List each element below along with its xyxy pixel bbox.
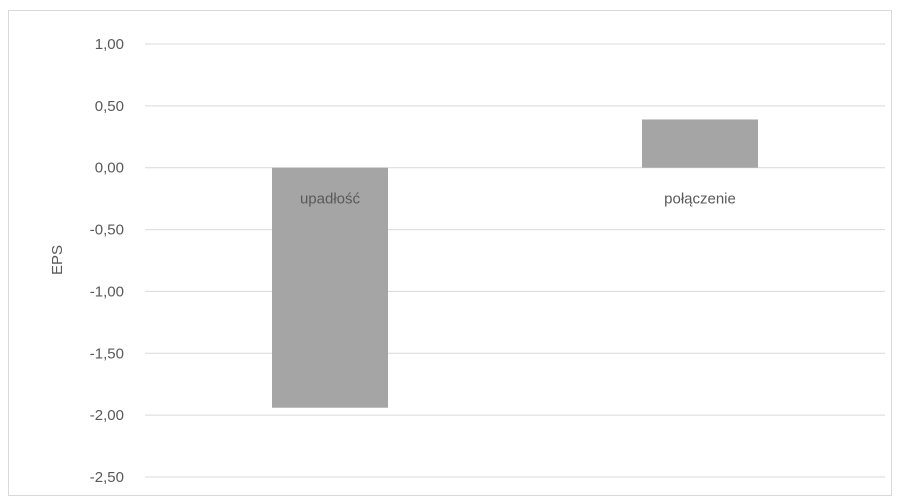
y-tick-labels: 1,00 0,50 0,00 -0,50 -1,00 -1,50 -2,00 -2,50 — [90, 36, 124, 486]
y-tick-label: -0,50 — [90, 222, 124, 239]
y-axis-title: EPS — [49, 245, 66, 275]
y-tick-label: 1,00 — [95, 36, 124, 53]
category-label-0: upadłość — [300, 191, 361, 208]
bar-1 — [642, 119, 758, 168]
gridlines — [145, 43, 885, 478]
y-tick-label: -1,50 — [90, 345, 124, 362]
category-label-1: połączenie — [664, 191, 736, 208]
y-tick-label: -2,50 — [90, 469, 124, 486]
y-tick-label: 0,50 — [95, 98, 124, 115]
y-tick-label: -2,00 — [90, 407, 124, 424]
bars — [272, 119, 758, 408]
y-tick-label: -1,00 — [90, 283, 124, 300]
category-labels: upadłość połączenie — [300, 191, 736, 208]
bar-0 — [272, 167, 388, 408]
y-tick-label: 0,00 — [95, 160, 124, 177]
